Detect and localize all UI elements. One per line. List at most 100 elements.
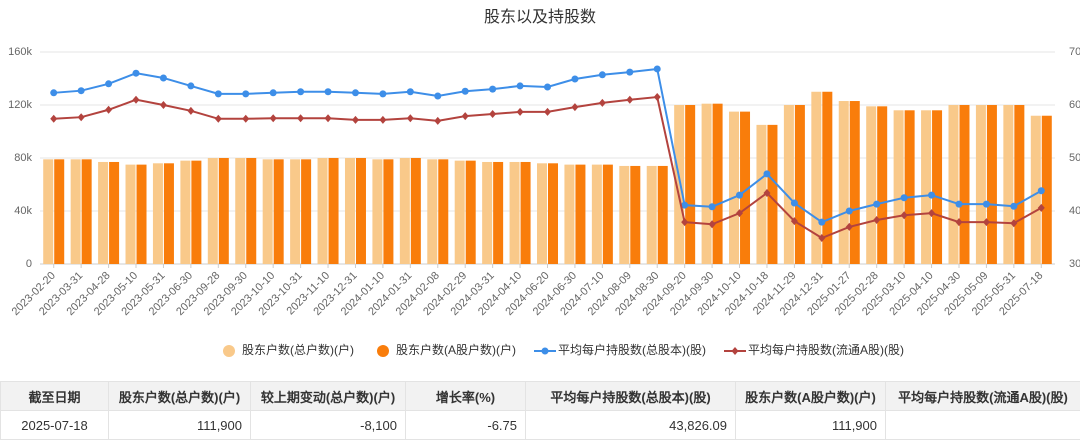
y2-tick-label: 50k — [1069, 152, 1080, 164]
bar — [795, 105, 805, 264]
point — [160, 101, 167, 109]
point — [379, 90, 386, 97]
header-cell: 平均每户持股数(总股本)(股) — [526, 382, 736, 411]
chart-title: 股东以及持股数 — [484, 8, 596, 26]
point — [50, 89, 57, 96]
point — [434, 117, 441, 125]
bar — [43, 159, 53, 264]
point — [187, 82, 194, 89]
legend-swatch — [377, 345, 389, 357]
y-tick-label: 40k — [14, 205, 32, 217]
point — [1038, 187, 1045, 194]
table-cell: -6.75 — [406, 411, 526, 440]
point — [626, 69, 633, 76]
legend-swatch — [542, 348, 549, 355]
bar — [356, 158, 366, 264]
point — [325, 88, 332, 95]
bar — [1014, 105, 1024, 264]
point — [270, 114, 277, 122]
point — [160, 74, 167, 81]
table-cell — [886, 411, 1080, 440]
point — [187, 107, 194, 115]
data-table: 截至日期股东户数(总户数)(户)较上期变动(总户数)(户)增长率(%)平均每户持… — [0, 381, 1080, 440]
bar — [894, 110, 904, 264]
point — [78, 87, 85, 94]
bar — [548, 163, 558, 264]
point — [215, 90, 222, 97]
point — [517, 82, 524, 89]
bar — [219, 158, 229, 264]
bar — [82, 159, 92, 264]
legend-swatch — [223, 345, 235, 357]
bar — [932, 110, 942, 264]
table-cell: 111,900 — [109, 411, 251, 440]
point — [709, 203, 716, 210]
bar — [521, 162, 531, 264]
bar — [647, 166, 657, 264]
bar — [180, 161, 190, 264]
y2-tick-label: 60k — [1069, 99, 1080, 111]
point — [626, 96, 633, 104]
header-cell: 截至日期 — [1, 382, 109, 411]
bar — [400, 158, 410, 264]
bar — [592, 165, 602, 264]
point — [1010, 203, 1017, 210]
bar — [603, 165, 613, 264]
bar — [713, 104, 723, 264]
legend-label: 股东户数(总户数)(户) — [242, 342, 354, 357]
point — [50, 115, 57, 123]
bar — [921, 110, 931, 264]
point — [489, 110, 496, 118]
bar — [164, 163, 174, 264]
point — [763, 170, 770, 177]
point — [434, 92, 441, 99]
line — [54, 97, 1042, 238]
bar — [411, 158, 421, 264]
point — [901, 194, 908, 201]
point — [818, 219, 825, 226]
y-tick-label: 120k — [8, 99, 32, 111]
point — [654, 65, 661, 72]
point — [242, 90, 249, 97]
point — [297, 114, 304, 122]
header-cell: 股东户数(总户数)(户) — [109, 382, 251, 411]
bar — [619, 166, 629, 264]
point — [133, 70, 140, 77]
point — [544, 83, 551, 90]
bar — [948, 105, 958, 264]
bar — [263, 159, 273, 264]
table-cell: 43,826.09 — [526, 411, 736, 440]
header-cell: 股东户数(A股户数)(户) — [736, 382, 886, 411]
point — [599, 99, 606, 107]
bar — [784, 105, 794, 264]
bar — [630, 166, 640, 264]
point — [105, 106, 112, 114]
legend-label: 平均每户持股数(总股本)(股) — [558, 342, 706, 357]
legend-label: 股东户数(A股户数)(户) — [396, 342, 516, 357]
bar — [301, 159, 311, 264]
point — [736, 192, 743, 199]
legend-label: 平均每户持股数(流通A股)(股) — [748, 342, 904, 357]
point — [242, 115, 249, 123]
bar — [658, 166, 668, 264]
bar — [438, 159, 448, 264]
bar — [318, 158, 328, 264]
header-cell: 平均每户持股数(流通A股)(股) — [886, 382, 1080, 411]
bar — [839, 101, 849, 264]
point — [983, 201, 990, 208]
legend-swatch — [732, 347, 739, 355]
y2-tick-label: 40k — [1069, 205, 1080, 217]
y2-tick-label: 30k — [1069, 258, 1080, 270]
y-tick-label: 0 — [26, 258, 32, 270]
chart: 股东以及持股数 040k80k120k160k30k40k50k60k70k20… — [0, 0, 1080, 378]
y2-tick-label: 70k — [1069, 46, 1080, 58]
bar — [493, 162, 503, 264]
point — [379, 116, 386, 124]
bar — [685, 105, 695, 264]
point — [133, 96, 140, 104]
point — [928, 192, 935, 199]
bar — [345, 158, 355, 264]
table-cell: 111,900 — [736, 411, 886, 440]
point — [407, 114, 414, 122]
